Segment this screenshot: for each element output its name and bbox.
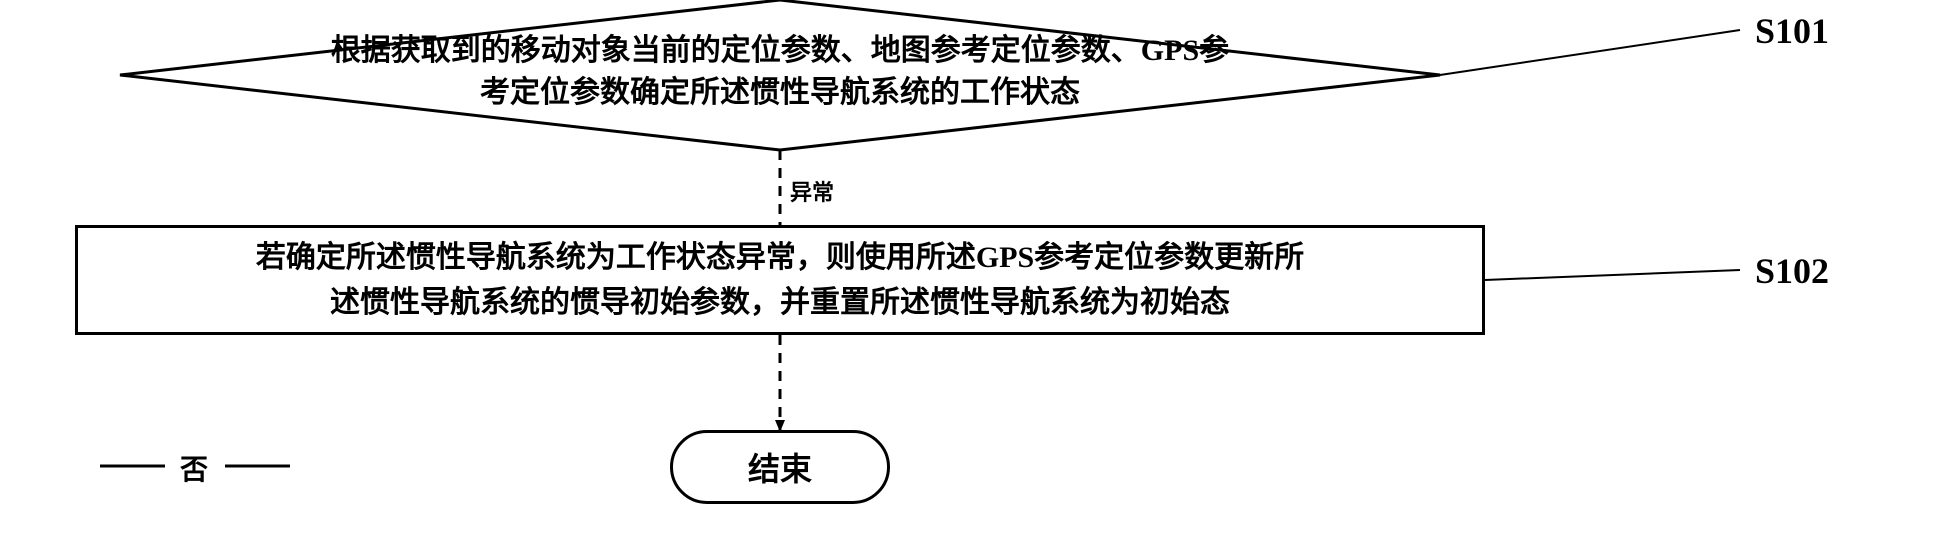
process-node: 若确定所述惯性导航系统为工作状态异常，则使用所述GPS参考定位参数更新所 述惯性… xyxy=(75,225,1485,335)
leader-s101 xyxy=(1440,30,1740,75)
leader-s102 xyxy=(1485,270,1740,280)
step-label-s102: S102 xyxy=(1755,250,1829,292)
stray-no-label: 否 xyxy=(180,448,208,488)
step-label-s101: S101 xyxy=(1755,10,1829,52)
edge-label-abnormal: 异常 xyxy=(790,175,834,207)
process-text: 若确定所述惯性导航系统为工作状态异常，则使用所述GPS参考定位参数更新所 述惯性… xyxy=(256,235,1304,325)
flowchart-canvas: 根据获取到的移动对象当前的定位参数、地图参考定位参数、GPS参 考定位参数确定所… xyxy=(0,0,1934,559)
end-text: 结束 xyxy=(748,444,812,490)
decision-text: 根据获取到的移动对象当前的定位参数、地图参考定位参数、GPS参 考定位参数确定所… xyxy=(200,30,1360,114)
end-node: 结束 xyxy=(670,430,890,504)
